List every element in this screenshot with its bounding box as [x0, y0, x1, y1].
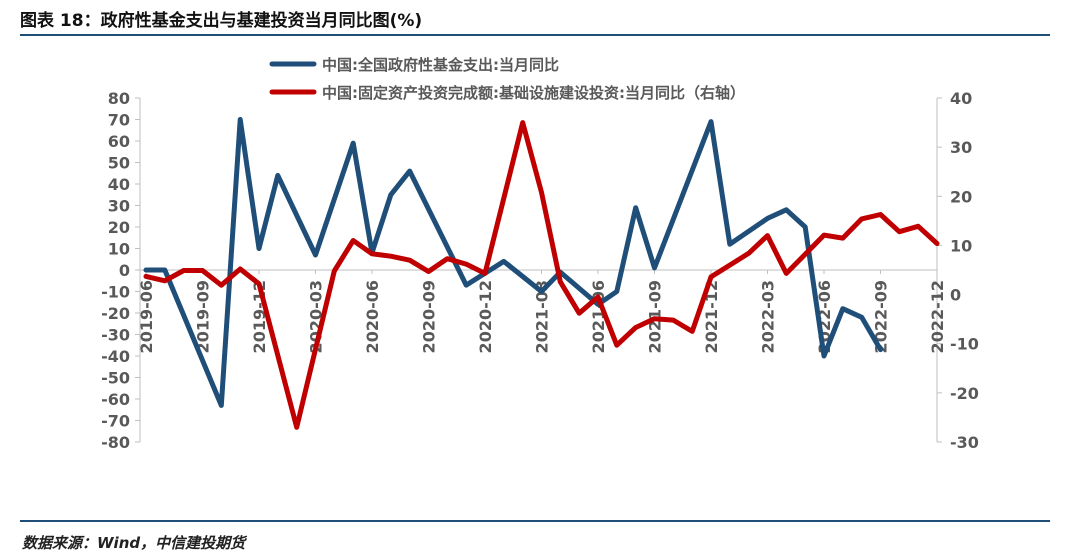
- chart-lines: [143, 117, 940, 430]
- left-tick-label: -30: [101, 326, 130, 345]
- series-line-2: [143, 120, 940, 430]
- left-tick-label: -40: [101, 347, 130, 366]
- x-tick-label: 2019-09: [194, 280, 213, 353]
- x-tick-label: 2020-12: [476, 280, 495, 353]
- right-tick-label: 0: [950, 286, 961, 305]
- left-tick-label: 60: [108, 132, 130, 151]
- chart-area: 80 70 60 50 40 30 20 10 0 -10 -20 -30 -40 -50 -60 -70 -8…: [101, 56, 979, 452]
- left-tick-label: 0: [119, 261, 130, 280]
- x-tick-label: 2022-12: [928, 280, 947, 353]
- right-tick-label: -20: [950, 384, 979, 403]
- right-tick-label: 40: [950, 89, 972, 108]
- left-tick-label: -10: [101, 283, 130, 302]
- x-tick-label: 2020-06: [363, 280, 382, 353]
- left-tick-label: 40: [108, 175, 130, 194]
- x-tick-label: 2022-09: [872, 280, 891, 353]
- legend-label-2: 中国:固定资产投资完成额:基础设施建设投资:当月同比（右轴）: [322, 84, 745, 102]
- x-tick-label: 2021-03: [533, 280, 552, 353]
- top-rule: [20, 34, 1050, 36]
- x-tick-label: 2020-09: [420, 280, 439, 353]
- x-tick-label: 2019-06: [137, 280, 156, 353]
- right-tick-label: 20: [950, 187, 972, 206]
- right-tick-label: -10: [950, 335, 979, 354]
- left-tick-label: -80: [101, 433, 130, 452]
- chart-axes: 80 70 60 50 40 30 20 10 0 -10 -20 -30 -40 -50 -60 -70 -8…: [101, 89, 979, 452]
- left-tick-label: 50: [108, 154, 130, 173]
- left-tick-label: -50: [101, 369, 130, 388]
- x-tick-label: 2021-12: [702, 280, 721, 353]
- source-note: 数据来源：Wind，中信建投期货: [22, 534, 246, 552]
- left-tick-label: -70: [101, 412, 130, 431]
- left-tick-label: 30: [108, 197, 130, 216]
- left-tick-label: -60: [101, 390, 130, 409]
- bottom-rule: [20, 520, 1050, 522]
- right-tick-label: 10: [950, 236, 972, 255]
- left-tick-label: 70: [108, 111, 130, 130]
- chart-title: 图表 18：政府性基金支出与基建投资当月同比图(%): [20, 11, 423, 31]
- legend-label-1: 中国:全国政府性基金支出:当月同比: [322, 56, 559, 74]
- left-tick-label: 20: [108, 218, 130, 237]
- right-tick-label: -30: [950, 433, 979, 452]
- chart-legend: 中国:全国政府性基金支出:当月同比中国:固定资产投资完成额:基础设施建设投资:当…: [269, 56, 745, 102]
- left-tick-label: 10: [108, 240, 130, 259]
- series-line-1: [143, 117, 883, 408]
- left-tick-label: 80: [108, 89, 130, 108]
- left-tick-label: -20: [101, 304, 130, 323]
- right-tick-label: 30: [950, 138, 972, 157]
- x-tick-label: 2022-03: [759, 280, 778, 353]
